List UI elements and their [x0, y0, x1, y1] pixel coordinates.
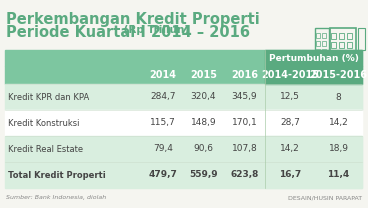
Text: Total Kredit Properti: Total Kredit Properti — [8, 171, 106, 180]
Text: 14,2: 14,2 — [329, 119, 348, 128]
Text: 2015: 2015 — [190, 70, 217, 80]
Bar — [265, 84, 362, 110]
Text: 148,9: 148,9 — [191, 119, 216, 128]
Text: 479,7: 479,7 — [149, 171, 177, 180]
Text: 623,8: 623,8 — [230, 171, 259, 180]
Text: 2016: 2016 — [231, 70, 258, 80]
Bar — [322, 41, 326, 46]
Bar — [330, 28, 356, 68]
Bar — [5, 110, 362, 136]
Bar — [358, 28, 365, 50]
Text: 2015-2016: 2015-2016 — [309, 70, 368, 80]
Bar — [347, 33, 352, 39]
Bar — [5, 162, 362, 188]
Text: 320,4: 320,4 — [191, 93, 216, 102]
Bar — [316, 41, 320, 46]
Text: 16,7: 16,7 — [279, 171, 301, 180]
Bar — [339, 60, 344, 66]
Bar — [5, 136, 362, 162]
Bar — [339, 42, 344, 48]
Text: 115,7: 115,7 — [150, 119, 176, 128]
Bar — [5, 50, 362, 66]
Text: DESAIN/HUSIN PARAPAT: DESAIN/HUSIN PARAPAT — [288, 195, 362, 200]
Bar — [265, 162, 362, 188]
Bar — [322, 49, 326, 54]
Text: Kredit KPR dan KPA: Kredit KPR dan KPA — [8, 93, 89, 102]
Text: 14,2: 14,2 — [280, 145, 300, 154]
Bar — [316, 49, 320, 54]
Text: Pertumbuhan (%): Pertumbuhan (%) — [269, 53, 358, 62]
Text: 2014: 2014 — [149, 70, 177, 80]
Bar — [331, 60, 336, 66]
Bar — [265, 110, 362, 136]
Text: 28,7: 28,7 — [280, 119, 300, 128]
Bar — [5, 84, 362, 110]
Text: 345,9: 345,9 — [232, 93, 257, 102]
Text: 2014-2015: 2014-2015 — [261, 70, 319, 80]
Text: Kredit Real Estate: Kredit Real Estate — [8, 145, 83, 154]
Text: Kredit Konstruksi: Kredit Konstruksi — [8, 119, 79, 128]
Bar — [5, 66, 362, 84]
Bar — [265, 66, 362, 84]
Text: 12,5: 12,5 — [280, 93, 300, 102]
Bar — [347, 51, 352, 57]
Bar — [347, 60, 352, 66]
Text: Perkembangan Kredit Properti: Perkembangan Kredit Properti — [6, 12, 260, 27]
Bar — [331, 33, 336, 39]
Bar — [265, 136, 362, 162]
Bar — [339, 51, 344, 57]
Text: 79,4: 79,4 — [153, 145, 173, 154]
Text: 90,6: 90,6 — [194, 145, 213, 154]
Text: 284,7: 284,7 — [150, 93, 176, 102]
Text: (Rp Triliun): (Rp Triliun) — [120, 25, 189, 35]
Bar — [331, 51, 336, 57]
Text: 11,4: 11,4 — [328, 171, 350, 180]
Text: 559,9: 559,9 — [189, 171, 218, 180]
Bar — [265, 50, 362, 66]
Text: Sumber: Bank Indonesia, diolah: Sumber: Bank Indonesia, diolah — [6, 195, 106, 200]
Bar — [339, 33, 344, 39]
Bar — [322, 33, 326, 38]
Text: 8: 8 — [336, 93, 342, 102]
Text: 18,9: 18,9 — [329, 145, 348, 154]
Bar — [315, 28, 329, 56]
Text: 170,1: 170,1 — [231, 119, 257, 128]
Bar — [347, 42, 352, 48]
Bar — [316, 33, 320, 38]
Text: Periode Kuartal I 2014 – 2016: Periode Kuartal I 2014 – 2016 — [6, 25, 250, 40]
Text: 107,8: 107,8 — [231, 145, 257, 154]
Bar — [331, 42, 336, 48]
